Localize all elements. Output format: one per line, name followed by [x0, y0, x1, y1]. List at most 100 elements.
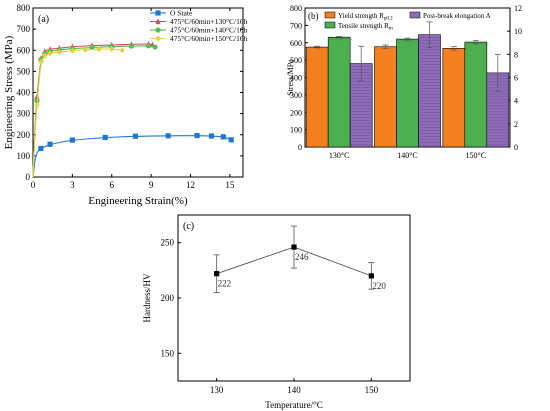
- data-point: [194, 132, 200, 139]
- bar-hatch: [405, 38, 409, 43]
- data-label: 220: [372, 281, 386, 291]
- data-point: [228, 137, 234, 143]
- data-point: [220, 134, 226, 140]
- bar-hatch: [334, 37, 338, 41]
- y-tick-label: 0: [298, 143, 302, 152]
- y-tick-label: 400: [17, 88, 31, 98]
- bar-hatch: [470, 41, 474, 46]
- y2-tick-label: 4: [514, 97, 518, 106]
- legend-marker: [155, 35, 161, 42]
- bar: [418, 34, 441, 148]
- x-tick-label: 3: [70, 180, 75, 190]
- x-tick-label: 6: [110, 180, 115, 190]
- bar-hatch: [464, 41, 468, 46]
- x-tick-label: 130: [210, 385, 224, 395]
- data-point: [34, 101, 40, 109]
- x-tick-label: 9: [149, 180, 154, 190]
- legend-swatch: [409, 11, 421, 19]
- data-point: [128, 43, 135, 49]
- data-point: [145, 43, 152, 49]
- data-point: [82, 46, 89, 54]
- y2-tick-label: 10: [514, 27, 522, 36]
- bar-hatch: [349, 37, 353, 41]
- data-label: 246: [295, 252, 309, 262]
- y-tick-label: 700: [17, 24, 31, 34]
- y-tick-label: 100: [290, 126, 302, 135]
- bar: [327, 36, 351, 148]
- bar-hatch: [328, 37, 332, 41]
- data-point: [69, 137, 75, 143]
- data-point: [119, 47, 125, 54]
- data-point: [109, 45, 115, 53]
- data-point: [42, 52, 48, 59]
- data-point: [102, 134, 108, 141]
- bar: [464, 41, 488, 148]
- data-point: [214, 271, 220, 277]
- bar-hatch: [479, 41, 483, 46]
- data-point: [165, 133, 171, 139]
- bar-hatch: [411, 38, 415, 43]
- x-tick-label: 12: [186, 180, 195, 190]
- y-tick-label: 200: [17, 130, 31, 140]
- y2-tick-label: 0: [514, 143, 518, 152]
- data-point: [152, 44, 158, 50]
- y2-tick-label: 2: [514, 120, 518, 129]
- y-axis-label: Engineering Stress (MPa): [3, 35, 15, 149]
- bar: [442, 48, 466, 148]
- data-point: [96, 45, 102, 53]
- bar: [374, 46, 397, 148]
- legend-entry: 475°C/60min+150°C/16h: [170, 34, 248, 43]
- data-point: [47, 141, 53, 147]
- legend-marker: [155, 27, 161, 33]
- y-tick-label: 150: [161, 348, 175, 358]
- bar-hatch: [399, 38, 403, 43]
- y-tick-label: 200: [161, 293, 175, 303]
- y-tick-label: 100: [17, 151, 31, 161]
- legend-entry: 475°C/60min+140°C/16h: [170, 26, 248, 35]
- y2-tick-label: 6: [514, 74, 518, 83]
- y-tick-label: 800: [290, 4, 302, 13]
- bar-hatch: [346, 37, 350, 41]
- y-tick-label: 250: [161, 238, 175, 248]
- y2-tick-label: 12: [514, 4, 522, 13]
- panel-label: (c): [183, 221, 194, 232]
- data-point: [291, 244, 297, 250]
- x-axis-label: Temperature/°C: [265, 400, 322, 410]
- panel-b: 0 100 200 300 400 500 600 700 800 0 2 4 6 8 10 12 Stress…: [286, 4, 522, 160]
- y2-tick-label: 8: [514, 50, 518, 59]
- x-tick-label: 140°C: [397, 151, 418, 160]
- x-tick-label: 15: [225, 180, 235, 190]
- legend-entry: Yield strength Rp0.2: [338, 12, 393, 22]
- data-point: [69, 47, 75, 54]
- y-tick-label: 300: [17, 109, 31, 119]
- y-axis-label: Stress/MPa: [286, 59, 295, 96]
- legend-swatch: [324, 21, 336, 29]
- panel-c: 130 140 150 150 200 250 Temperature/°C Hardness…: [142, 214, 411, 410]
- y-tick-label: 200: [290, 108, 302, 117]
- legend-swatch: [324, 11, 336, 19]
- legend-entry: 475°C/60min+130°C/16h: [170, 17, 248, 26]
- bar-hatch: [485, 41, 489, 46]
- data-point: [368, 273, 374, 279]
- legend-marker: [155, 10, 161, 16]
- y-tick-label: 400: [290, 74, 302, 83]
- bar-hatch: [331, 37, 335, 41]
- data-point: [89, 44, 95, 51]
- legend-marker: [155, 18, 161, 25]
- y-tick-label: 0: [26, 172, 31, 182]
- legend-entry: Post-break elongation A: [423, 12, 491, 20]
- y-tick-label: 600: [17, 45, 31, 55]
- x-tick-label: 150: [365, 385, 379, 395]
- x-tick-label: 150°C: [466, 151, 487, 160]
- y-tick-label: 300: [290, 91, 302, 100]
- y-tick-label: 500: [17, 66, 31, 76]
- series-line: [32, 45, 156, 178]
- legend-entry: O State: [170, 9, 193, 18]
- data-point: [38, 145, 44, 152]
- data-point: [208, 133, 215, 139]
- bar-hatch: [408, 38, 412, 43]
- y-axis-label: Hardness/HV: [142, 273, 152, 322]
- x-tick-label: 0: [31, 180, 36, 190]
- y-tick-label: 600: [290, 39, 302, 48]
